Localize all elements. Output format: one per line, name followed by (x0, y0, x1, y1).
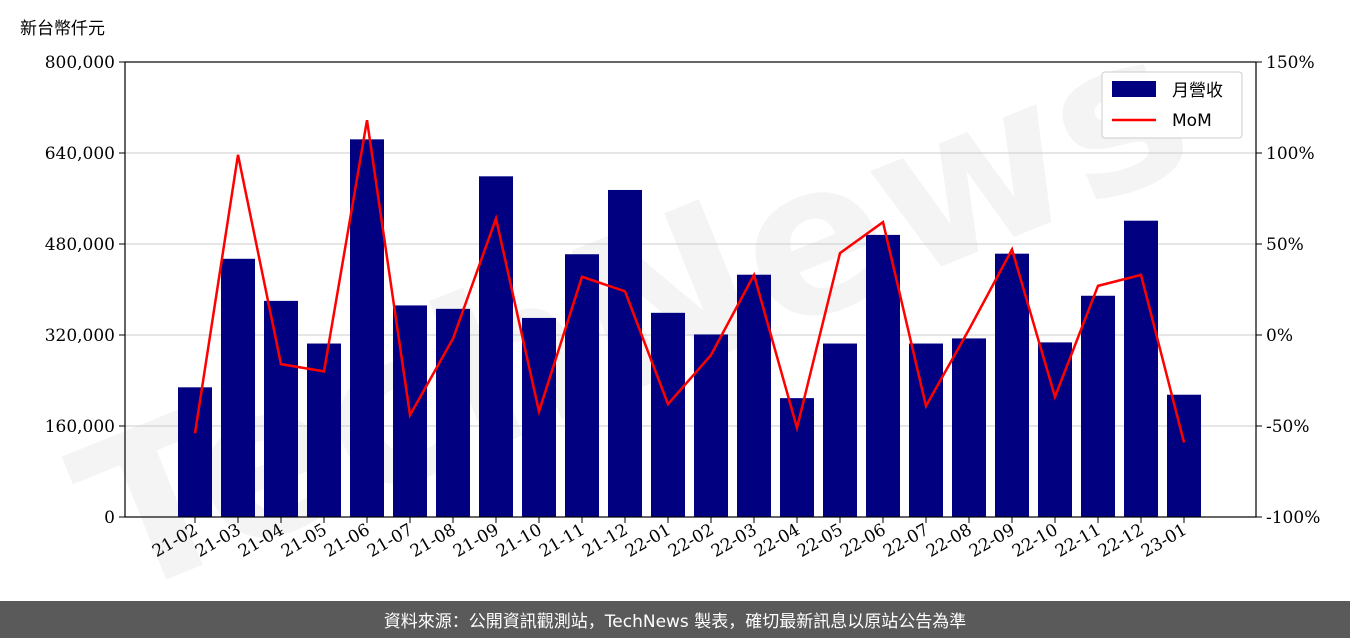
x-axis-tick-label: 22-01 (622, 520, 674, 562)
x-axis-tick-label: 22-06 (837, 520, 889, 562)
revenue-bar (995, 253, 1029, 517)
revenue-bar (264, 300, 298, 517)
right-axis-tick-label: -100% (1266, 508, 1320, 528)
revenue-bar (1167, 394, 1201, 517)
x-axis-tick-label: 22-07 (880, 520, 932, 562)
revenue-bar (694, 334, 728, 517)
x-axis-tick-label: 22-02 (665, 520, 717, 562)
left-axis-tick-label: 480,000 (45, 235, 115, 255)
x-axis-tick-label: 21-10 (493, 520, 545, 562)
revenue-bar (1081, 295, 1115, 517)
revenue-bar (565, 254, 599, 518)
revenue-bar (952, 338, 986, 517)
mom-line-group (193, 120, 1186, 443)
x-axis-tick-label: 23-01 (1138, 520, 1190, 562)
left-axis-tick-label: 320,000 (45, 326, 115, 346)
right-axis-tick-label: 50% (1266, 235, 1304, 255)
revenue-bar (608, 189, 642, 517)
revenue-bar (1124, 220, 1158, 517)
footer-source-text: 資料來源：公開資訊觀測站，TechNews 製表，確切最新訊息以原站公告為準 (383, 612, 967, 632)
mom-line (193, 120, 1186, 443)
chart: TechNews 0160,000320,000480,000640,00080… (20, 0, 1320, 600)
x-axis-tick-label: 22-05 (794, 520, 846, 562)
revenue-bar (823, 343, 857, 517)
revenue-bar (522, 317, 556, 517)
legend-label-mom: MoM (1172, 111, 1212, 131)
x-axis-tick-label: 22-11 (1052, 520, 1104, 562)
revenue-bar (909, 343, 943, 517)
right-axis-tick-label: -50% (1266, 417, 1310, 437)
revenue-bar (479, 176, 513, 517)
legend-label-revenue: 月營收 (1172, 81, 1223, 101)
x-axis-tick-label: 21-12 (579, 520, 631, 562)
revenue-bars (178, 139, 1201, 518)
left-axis-unit-label: 新台幣仟元 (20, 19, 105, 39)
revenue-bar (737, 274, 771, 517)
left-axis-tick-label: 640,000 (45, 144, 115, 164)
plot-frame (124, 61, 1257, 518)
revenue-bar (866, 234, 900, 517)
left-axis-tick-label: 800,000 (45, 53, 115, 73)
legend: 月營收 MoM (1101, 71, 1243, 139)
revenue-bar (780, 398, 814, 517)
revenue-bar (1038, 342, 1072, 517)
x-axis-tick-label: 22-12 (1095, 520, 1147, 562)
revenue-bar (221, 258, 255, 517)
x-axis-tick-label: 21-11 (536, 520, 588, 562)
right-axis-tick-label: 0% (1266, 326, 1293, 346)
footer: 資料來源：公開資訊觀測站，TechNews 製表，確切最新訊息以原站公告為準 (0, 601, 1350, 638)
revenue-bar (436, 308, 470, 517)
revenue-bar (178, 387, 212, 517)
right-axis-tick-label: 100% (1266, 144, 1315, 164)
x-axis-tick-label: 22-04 (751, 520, 803, 562)
revenue-bar (651, 312, 685, 517)
x-axis-tick-label: 22-10 (1009, 520, 1061, 562)
left-axis-tick-label: 160,000 (45, 417, 115, 437)
legend-bar-swatch (1112, 81, 1156, 97)
x-axis-tick-label: 21-09 (450, 520, 502, 562)
x-axis-tick-label: 22-03 (708, 520, 760, 562)
left-axis-tick-label: 0 (104, 508, 115, 528)
x-axis-tick-label: 22-08 (923, 520, 975, 562)
x-axis-tick-label: 22-09 (966, 520, 1018, 562)
right-axis-tick-label: 150% (1266, 53, 1315, 73)
